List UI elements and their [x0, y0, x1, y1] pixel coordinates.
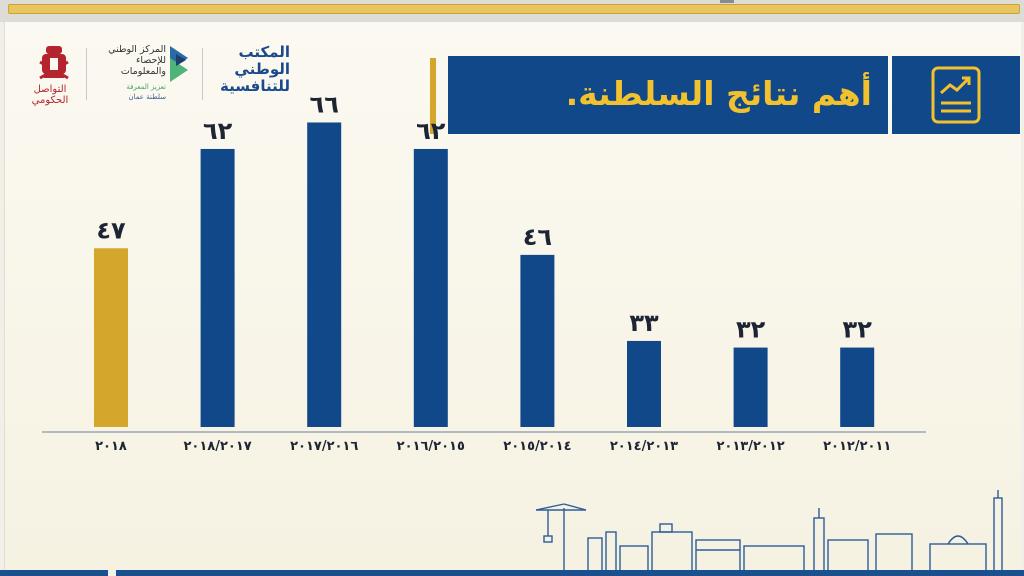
category-label-7: ٢٠١٢/٢٠١١	[823, 439, 891, 454]
value-label-1: ٦٢	[203, 117, 233, 145]
bar-7	[840, 347, 875, 427]
value-label-4: ٤٦	[523, 223, 552, 251]
category-label-1: ٢٠١٨/٢٠١٧	[183, 439, 251, 454]
ncc-name: المكتب الوطني للتنافسية	[220, 43, 290, 95]
category-label-3: ٢٠١٦/٢٠١٥	[397, 439, 465, 454]
category-label-4: ٢٠١٥/٢٠١٤	[503, 439, 571, 454]
bottom-strip	[0, 570, 1024, 576]
nsi-name: المركز الوطني للإحصاء والمعلومات	[108, 44, 166, 77]
category-label-2: ٢٠١٧/٢٠١٦	[290, 439, 358, 454]
title-banner: أهم نتائج السلطنة.	[448, 56, 888, 134]
value-label-6: ٣٢	[736, 316, 766, 344]
top-gold-line	[8, 4, 1020, 14]
category-label-0: ٢٠١٨	[95, 439, 127, 454]
page-title: أهم نتائج السلطنة.	[565, 74, 872, 113]
nsi-country: سلطنة عمان	[128, 93, 166, 101]
top-mark	[720, 0, 734, 3]
value-label-5: ٣٣	[629, 309, 659, 337]
value-label-2: ٦٦	[310, 90, 339, 118]
value-label-0: ٤٧	[96, 216, 126, 244]
logo-divider	[86, 48, 87, 100]
bar-2	[307, 122, 342, 427]
bar-0	[94, 248, 128, 427]
trend-report-icon	[931, 66, 981, 124]
bottom-strip-gap	[108, 570, 116, 576]
bar-6	[733, 347, 768, 427]
emblem-caption: التواصل الحكومي	[31, 84, 69, 106]
value-label-7: ٣٢	[843, 316, 873, 344]
bar-3	[413, 148, 448, 427]
bar-4	[520, 254, 555, 427]
title-accent-bar	[430, 58, 436, 134]
bar-1	[200, 148, 235, 427]
city-skyline-illustration	[535, 490, 1003, 573]
oman-emblem-icon	[39, 46, 69, 80]
title-icon-box	[892, 56, 1020, 134]
nsi-slogan: تعزيز المعرفة	[126, 83, 166, 91]
bar-5	[627, 340, 661, 427]
top-strip	[0, 0, 1024, 22]
category-label-5: ٢٠١٤/٢٠١٣	[610, 439, 678, 454]
nsi-logo-icon	[170, 46, 188, 82]
value-label-3: ٦٢	[416, 117, 446, 145]
category-label-6: ٢٠١٣/٢٠١٢	[716, 439, 784, 454]
logo-divider	[202, 48, 203, 100]
